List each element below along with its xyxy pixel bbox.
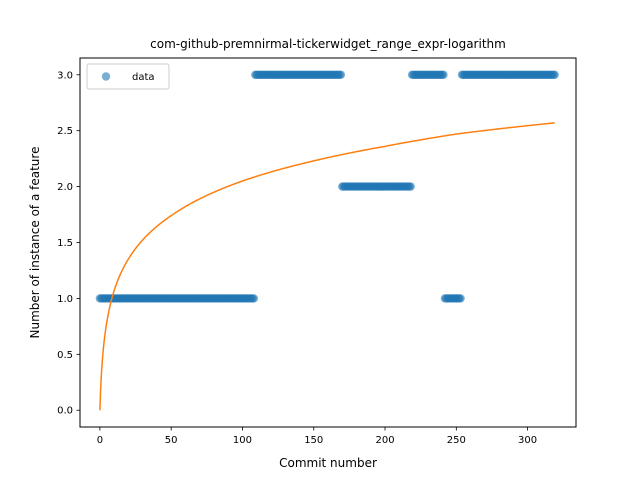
legend-box bbox=[86, 63, 170, 90]
x-tick-label: 0 bbox=[97, 435, 103, 446]
data-point bbox=[550, 70, 559, 79]
y-tick-label: 0.5 bbox=[57, 350, 73, 361]
fit-curve-line bbox=[99, 122, 555, 411]
legend: data bbox=[86, 63, 170, 90]
chart-title: com-github-premnirmal-tickerwidget_range… bbox=[150, 37, 506, 51]
y-tick-label: 2.5 bbox=[57, 126, 73, 137]
legend-label-data: data bbox=[132, 72, 155, 83]
data-point bbox=[406, 182, 415, 191]
y-axis: 0.0 0.5 1.0 1.5 2.0 2.5 3.0 bbox=[57, 70, 80, 417]
x-tick-label: 300 bbox=[518, 435, 537, 446]
x-axis: 0 50 100 150 200 250 300 bbox=[97, 427, 537, 446]
plot-area bbox=[95, 70, 559, 411]
x-tick-label: 100 bbox=[233, 435, 252, 446]
y-tick-label: 3.0 bbox=[57, 70, 73, 81]
x-tick-label: 250 bbox=[447, 435, 466, 446]
x-axis-label: Commit number bbox=[279, 456, 377, 470]
x-tick-label: 50 bbox=[165, 435, 178, 446]
y-tick-label: 2.0 bbox=[57, 182, 73, 193]
data-point bbox=[456, 294, 465, 303]
x-tick-label: 150 bbox=[304, 435, 323, 446]
y-axis-label: Number of instance of a feature bbox=[28, 147, 42, 339]
y-tick-label: 0.0 bbox=[57, 406, 73, 417]
y-tick-label: 1.0 bbox=[57, 294, 73, 305]
data-point bbox=[439, 70, 448, 79]
y-tick-label: 1.5 bbox=[57, 238, 73, 249]
legend-marker-data bbox=[101, 72, 111, 81]
data-point bbox=[249, 294, 259, 303]
x-tick-label: 200 bbox=[375, 435, 394, 446]
data-point bbox=[336, 70, 346, 79]
